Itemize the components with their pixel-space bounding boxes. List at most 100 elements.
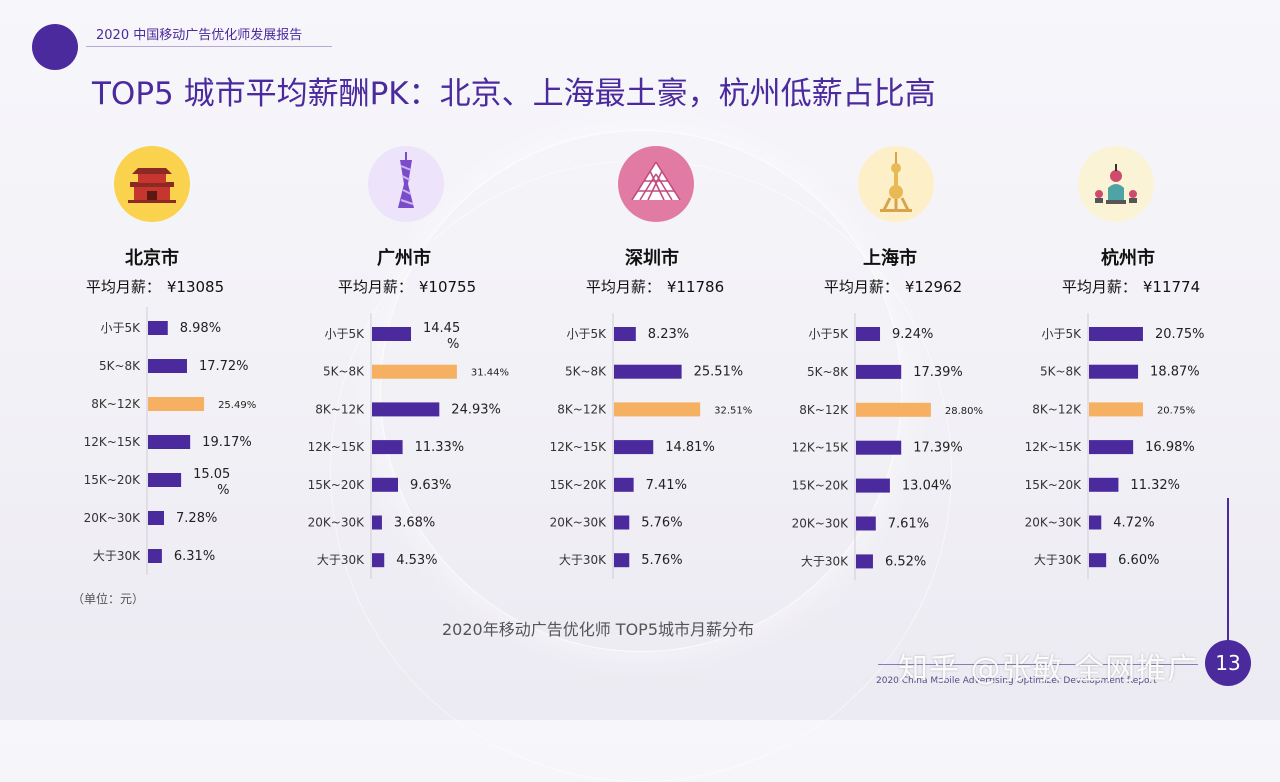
report-header: 2020 中国移动广告优化师发展报告 [96,28,303,43]
data-label: 11.32% [1130,478,1180,493]
data-label: 14.45% [423,321,460,352]
data-label: 6.52% [885,554,926,569]
category-tick-label: 15K~20K [84,473,141,487]
chart-caption: 2020年移动广告优化师 TOP5城市月薪分布 [442,620,755,639]
category-tick-label: 12K~15K [84,435,141,449]
bar [372,402,440,417]
category-tick-label: 20K~30K [84,511,141,525]
average-salary: 平均月薪： ¥13085 [34,276,270,297]
canton-tower-icon [368,146,444,222]
category-tick-label: 大于30K [801,554,849,568]
category-tick-label: 5K~8K [323,365,365,379]
page-title: TOP5 城市平均薪酬PK：北京、上海最土豪，杭州低薪占比高 [92,76,936,112]
city-bar-chart: 小于5K 8.98% 5K~8K 17.72% 8K~12K 25.49% 12K~15K 1… [84,307,256,575]
data-label: 20.75% [1155,327,1205,342]
category-tick-label: 15K~20K [550,478,607,492]
category-tick-label: 20K~30K [792,517,849,531]
category-tick-label: 12K~15K [1025,440,1082,454]
category-tick-label: 大于30K [559,553,607,567]
salary-value: ¥11786 [666,278,725,296]
pearl-tower-icon [858,146,934,222]
category-tick-label: 小于5K [324,327,365,341]
watermark: 知乎 @张敏 全网推广 [898,652,1199,687]
category-tick-label: 8K~12K [557,402,607,416]
category-tick-label: 5K~8K [807,365,849,379]
salary-label: 平均月薪： [85,278,161,296]
bar [148,321,168,335]
bar [148,473,182,487]
highlighted-bar [1089,402,1143,417]
highlighted-bar [614,402,701,417]
salary-label: 平均月薪： [1061,278,1137,296]
category-tick-label: 5K~8K [565,365,607,379]
data-label: 13.04% [902,479,952,494]
data-label: 5.76% [641,553,682,568]
category-tick-label: 15K~20K [1025,478,1082,492]
category-tick-label: 20K~30K [550,516,607,530]
bar [372,515,382,530]
data-label: 17.39% [913,365,963,380]
category-tick-label: 8K~12K [1032,402,1082,416]
category-tick-label: 大于30K [93,549,141,563]
category-tick-label: 12K~15K [550,440,607,454]
bar [1089,515,1102,530]
bar [856,516,876,531]
city-name: 广州市 [377,248,431,269]
category-tick-label: 20K~30K [308,516,365,530]
city-bar-chart: 小于5K 20.75% 5K~8K 18.87% 8K~12K 20.75% 12K~15K… [1025,313,1205,580]
city-bar-chart: 小于5K 9.24% 5K~8K 17.39% 8K~12K 28.80% 12K~15K 1… [792,313,983,581]
bar [614,440,654,455]
data-label: 17.39% [913,441,963,456]
bar [614,364,682,379]
average-salary: 平均月薪： ¥11786 [534,276,770,297]
bar [148,359,187,373]
city-bar-chart: 小于5K 8.23% 5K~8K 25.51% 8K~12K 32.51% 12K~15K 1… [550,313,752,580]
data-label: 32.51% [714,405,752,416]
highlighted-bar [372,364,457,379]
city-name: 杭州市 [1101,248,1155,269]
data-label: 5.76% [641,516,682,531]
bar [856,327,881,341]
city-panel-hangzhou: 杭州市 平均月薪： ¥11774 [1010,0,1246,600]
category-tick-label: 小于5K [566,327,607,341]
logo-circle [32,24,78,70]
unit-note: （单位：元） [72,592,145,606]
data-label: 25.51% [694,365,744,380]
data-label: 6.60% [1118,553,1159,568]
salary-label: 平均月薪： [337,278,413,296]
salary-value: ¥12962 [904,278,963,296]
beijing-gate-icon [114,146,190,222]
category-tick-label: 大于30K [1034,553,1082,567]
bar [614,553,630,568]
bar [148,511,165,525]
data-label: 15.05% [193,467,230,498]
bar [148,549,162,563]
bar [856,554,873,569]
category-tick-label: 12K~15K [308,440,365,454]
pagoda-icon [1078,146,1154,222]
data-label: 4.53% [396,553,437,568]
city-panel-shanghai: 上海市 平均月薪： ¥12962 [772,0,1008,600]
category-tick-label: 8K~12K [315,402,365,416]
salary-value: ¥13085 [166,278,225,296]
bar [856,440,902,455]
bar [614,477,634,492]
page-number: 13 [1205,640,1251,686]
highlighted-bar [148,397,205,411]
category-tick-label: 5K~8K [1040,365,1082,379]
salary-value: ¥11774 [1142,278,1201,296]
salary-label: 平均月薪： [823,278,899,296]
average-salary: 平均月薪： ¥10755 [286,276,522,297]
category-tick-label: 5K~8K [99,359,141,373]
bar [1089,477,1119,492]
bar [1089,327,1143,341]
data-label: 8.23% [648,327,689,342]
category-tick-label: 20K~30K [1025,516,1082,530]
bar [372,477,399,492]
average-salary: 平均月薪： ¥12962 [772,276,1008,297]
category-tick-label: 12K~15K [792,441,849,455]
category-tick-label: 大于30K [317,553,365,567]
data-label: 7.41% [646,478,687,493]
data-label: 17.72% [199,359,249,374]
decorative-vertical-line [1227,498,1229,640]
